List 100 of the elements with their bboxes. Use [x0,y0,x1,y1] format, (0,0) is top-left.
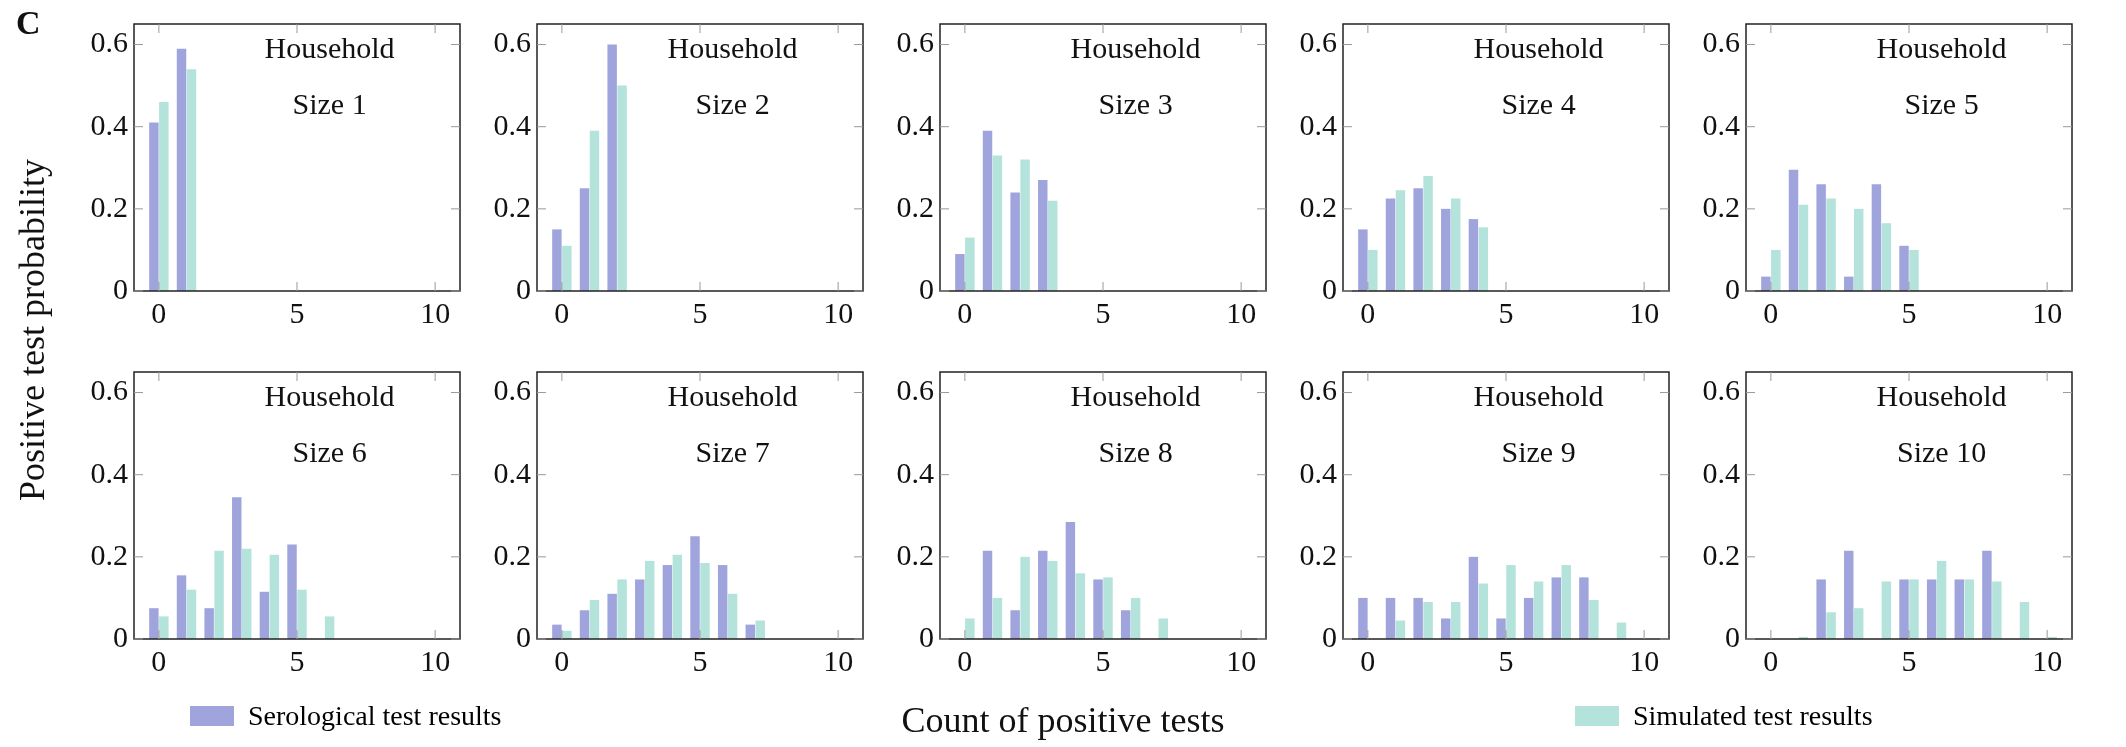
bar [617,579,627,639]
bar [232,497,242,639]
y-tick-label: 0.2 [1299,537,1337,571]
bar [1936,560,1947,639]
bar [159,102,169,291]
bar [635,579,645,639]
x-tick-label: 0 [151,295,167,329]
bar [1589,599,1599,639]
bar [1579,577,1589,639]
bar [1551,577,1562,639]
x-tick-label: 10 [1226,643,1257,677]
bar [1871,184,1882,291]
bar [1010,610,1020,639]
x-tick-label: 5 [1498,643,1514,677]
x-tick-label: 5 [289,295,305,329]
bar [992,597,1003,639]
y-tick-label: 0.6 [896,373,934,407]
bar [1899,245,1909,291]
y-tick-label: 0.2 [493,189,531,223]
bar [1158,618,1168,639]
text: Household Size 7 [667,378,798,468]
bar [617,85,627,291]
bar [186,589,197,639]
bar [1450,602,1461,639]
y-tick-label: 0.6 [90,373,128,407]
y-tick-label: 0.6 [1299,373,1337,407]
bar [727,593,738,639]
text: Household Size 5 [1876,30,2007,120]
y-tick-label: 0.6 [896,25,934,59]
y-tick-label: 0 [516,271,531,305]
bar [1450,198,1461,291]
bar [1358,597,1368,639]
x-tick-label: 10 [1629,295,1660,329]
x-tick-label: 5 [692,295,708,329]
bar [1020,159,1030,291]
bar [269,554,280,639]
bar [1771,249,1781,291]
bar [1816,184,1826,291]
x-tick-label: 10 [2032,295,2063,329]
bar [1853,608,1864,639]
x-tick-label: 5 [692,643,708,677]
y-tick-label: 0.6 [1299,25,1337,59]
y-tick-label: 0.4 [1702,455,1740,489]
y-tick-label: 0 [1725,619,1740,653]
bar [644,560,655,639]
bar [1368,249,1378,291]
bar [992,155,1003,291]
bar [1899,579,1909,639]
bar [1120,610,1131,639]
bar [1093,579,1103,639]
bar [1926,579,1937,639]
y-tick-label: 0 [113,619,128,653]
bar [1020,556,1030,639]
text: Household Size 10 [1876,378,2007,468]
bar [1798,204,1809,291]
x-tick-label: 10 [823,295,854,329]
bar [589,599,600,639]
y-tick-label: 0.4 [90,107,128,141]
text: Household Size 1 [264,30,395,120]
x-tick-label: 0 [957,643,973,677]
y-tick-label: 0.2 [493,537,531,571]
bar [186,69,197,291]
bar [2019,602,2030,639]
bar [1982,550,1992,639]
text: Household Size 2 [667,30,798,120]
text: Household Size 8 [1070,378,1201,468]
y-tick-label: 0 [516,619,531,653]
x-tick-label: 0 [554,295,570,329]
bar [159,616,169,639]
bar [1395,190,1406,291]
x-tick-label: 10 [823,643,854,677]
y-tick-label: 0.2 [1702,537,1740,571]
bar [1103,577,1113,639]
y-tick-label: 0.2 [1299,189,1337,223]
y-tick-label: 0.4 [1299,107,1337,141]
x-axis-title: Count of positive tests [901,699,1225,741]
bar [1047,560,1058,639]
y-tick-label: 0 [1322,271,1337,305]
bar [562,245,572,291]
bar [662,565,673,639]
bar [1478,227,1489,291]
bar [1881,581,1892,639]
y-tick-label: 0 [919,619,934,653]
bar [204,608,214,639]
bar [717,565,728,639]
bar [1385,198,1396,291]
bar [1964,579,1974,639]
x-tick-label: 10 [1629,643,1660,677]
bar [579,188,590,291]
y-tick-label: 0.4 [1702,107,1740,141]
text: Household Size 4 [1473,30,1604,120]
bar [1478,583,1489,639]
y-tick-label: 0.2 [896,537,934,571]
y-tick-label: 0.4 [493,455,531,489]
y-tick-label: 0.2 [896,189,934,223]
legend-label: Serological test results [248,700,502,732]
y-tick-label: 0.2 [1702,189,1740,223]
text: Household Size 9 [1473,378,1604,468]
x-tick-label: 0 [957,295,973,329]
y-tick-label: 0.4 [896,455,934,489]
